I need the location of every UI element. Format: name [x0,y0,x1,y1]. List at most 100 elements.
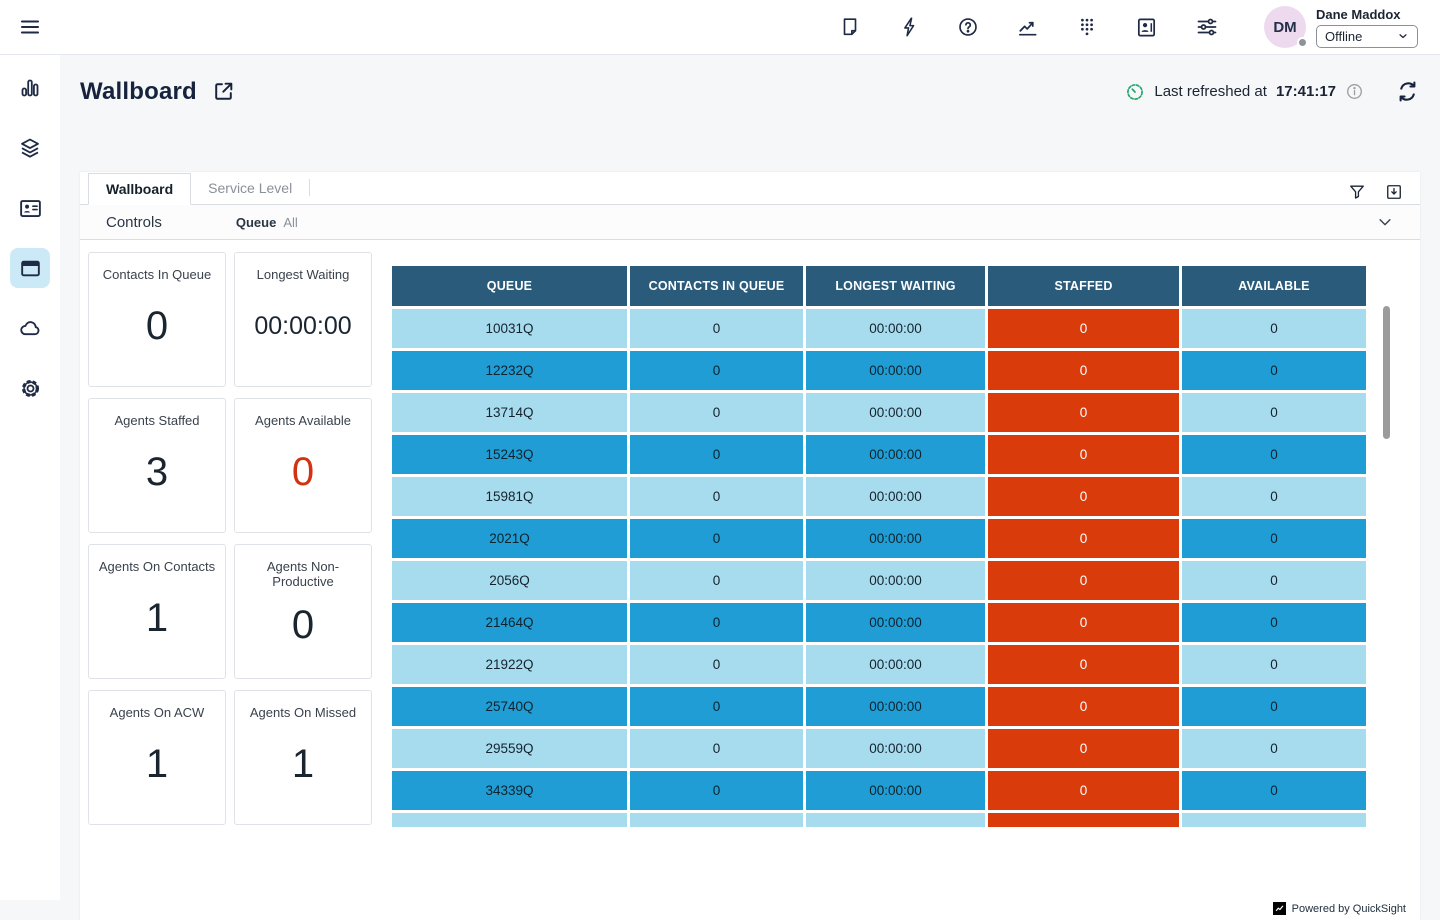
controls-bar[interactable]: Controls Queue All [80,205,1420,240]
quicksight-logo-icon [1273,902,1286,915]
line-chart-icon[interactable] [1016,16,1039,39]
column-header: LONGEST WAITING [806,266,985,306]
controls-collapse-button[interactable] [1376,213,1394,231]
lightning-icon[interactable] [898,16,920,38]
kpi-value: 0 [292,589,314,678]
tab-bar: Wallboard Service Level [80,172,1420,205]
dialpad-icon[interactable] [1076,16,1098,38]
kpi-grid: Contacts In Queue 0 Longest Waiting 00:0… [88,252,372,827]
refresh-cluster: Last refreshed at 17:41:17 [1125,79,1420,104]
table-cell: 0 [630,771,803,810]
table-cell: 25740Q [392,687,627,726]
table-scrollbar[interactable] [1383,306,1390,439]
table-cell: 0 [988,519,1179,558]
table-cell: 0 [988,561,1179,600]
kpi-agents-on-missed: Agents On Missed 1 [234,690,372,825]
table-cell: 2056Q [392,561,627,600]
user-cluster: DM Dane Maddox Offline [1264,6,1418,48]
contact-card-icon[interactable] [1135,16,1158,39]
table-cell [1182,813,1366,827]
column-header: CONTACTS IN QUEUE [630,266,803,306]
table-cell: 0 [1182,645,1366,684]
table-cell: 00:00:00 [806,435,985,474]
id-card-icon [18,196,43,221]
menu-icon[interactable] [18,15,42,39]
main-content: Wallboard Last refreshed at 17:41:17 [60,55,1440,900]
sidebar-item-settings[interactable] [10,368,50,408]
kpi-label: Agents Non-Productive [235,559,371,589]
table-cell: 0 [1182,435,1366,474]
sidebar-item-layers[interactable] [10,128,50,168]
table-cell: 12232Q [392,351,627,390]
filter-button[interactable] [1347,182,1367,202]
tab-wallboard[interactable]: Wallboard [88,173,191,205]
kpi-label: Agents Available [249,413,357,428]
chevron-down-icon [1397,30,1409,42]
kpi-agents-on-contacts: Agents On Contacts 1 [88,544,226,679]
tab-divider [309,179,310,196]
table-cell: 00:00:00 [806,771,985,810]
table-cell: 0 [988,435,1179,474]
table-cell: 0 [630,477,803,516]
table-cell: 13714Q [392,393,627,432]
table-cell: 0 [988,309,1179,348]
table-cell: 0 [1182,687,1366,726]
status-dropdown[interactable]: Offline [1316,25,1418,48]
sliders-icon[interactable] [1195,15,1219,39]
table-cell: 29559Q [392,729,627,768]
page-title: Wallboard [80,78,197,106]
external-link-icon [211,79,236,104]
table-cell [630,813,803,827]
queue-filter-label: Queue [236,215,276,230]
table-cell: 21922Q [392,645,627,684]
kpi-agents-staffed: Agents Staffed 3 [88,398,226,533]
table-cell: 0 [1182,477,1366,516]
queue-table-wrap: QUEUE CONTACTS IN QUEUE LONGEST WAITING … [392,266,1366,827]
queue-filter-value[interactable]: All [283,215,297,230]
user-name: Dane Maddox [1316,7,1418,22]
table-cell: 0 [1182,393,1366,432]
table-cell: 0 [630,351,803,390]
status-dot [1297,37,1308,48]
powered-by: Powered by QuickSight [1273,902,1406,915]
column-header: STAFFED [988,266,1179,306]
table-cell: 15243Q [392,435,627,474]
top-navbar: DM Dane Maddox Offline [0,0,1440,55]
controls-label: Controls [106,214,162,231]
tab-service-level[interactable]: Service Level [191,172,309,204]
table-cell [392,813,627,827]
powered-by-text: Powered by QuickSight [1292,903,1406,915]
sidebar-item-cloud[interactable] [10,308,50,348]
kpi-agents-non-productive: Agents Non-Productive 0 [234,544,372,679]
export-button[interactable] [1384,182,1404,202]
kpi-label: Contacts In Queue [97,267,217,282]
table-cell: 0 [1182,351,1366,390]
note-icon[interactable] [839,16,861,38]
sidebar-item-analytics[interactable] [10,68,50,108]
last-refreshed-label: Last refreshed at [1154,83,1267,100]
sidebar-item-wallboard[interactable] [10,248,50,288]
kpi-label: Agents Staffed [108,413,205,428]
refresh-icon [1395,79,1420,104]
info-icon[interactable] [1345,82,1364,101]
table-cell: 00:00:00 [806,393,985,432]
table-cell: 00:00:00 [806,603,985,642]
table-cell: 34339Q [392,771,627,810]
table-cell: 0 [1182,519,1366,558]
table-cell: 0 [988,771,1179,810]
kpi-value: 0 [292,428,314,532]
open-external-button[interactable] [211,79,236,104]
layers-icon [18,136,42,160]
gear-icon [18,376,43,401]
refresh-button[interactable] [1395,79,1420,104]
sidebar-item-contacts[interactable] [10,188,50,228]
table-cell: 0 [630,687,803,726]
download-icon [1384,182,1404,202]
avatar[interactable]: DM [1264,6,1306,48]
table-cell: 10031Q [392,309,627,348]
help-icon[interactable] [957,16,979,38]
table-cell: 0 [1182,309,1366,348]
table-cell: 00:00:00 [806,687,985,726]
filter-icon [1347,182,1367,202]
kpi-agents-available: Agents Available 0 [234,398,372,533]
